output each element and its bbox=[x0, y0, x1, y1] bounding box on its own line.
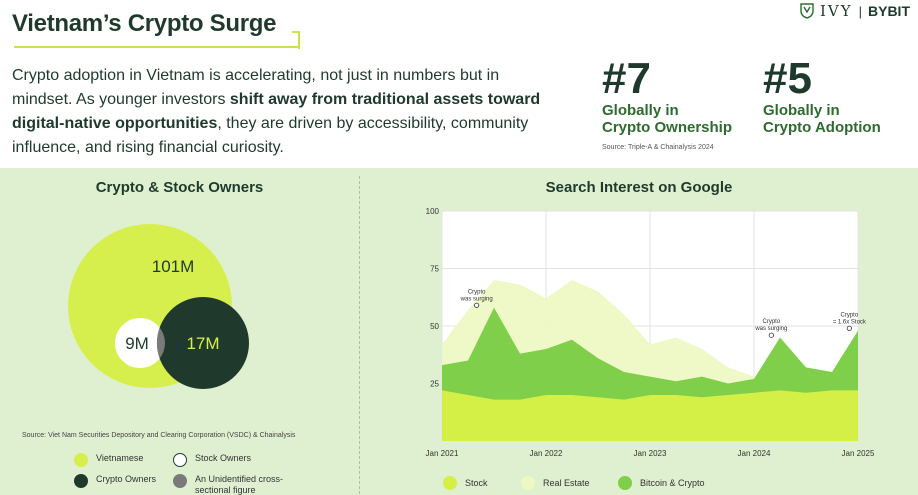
intro-text-2: , they are driven by accessibility, comm… bbox=[12, 115, 529, 156]
legend-swatch bbox=[74, 453, 88, 467]
y-tick-label: 75 bbox=[430, 265, 439, 274]
intro-text-1: Crypto adoption in Vietnam is accelerati… bbox=[12, 67, 500, 108]
venn-circle-stock-owners bbox=[115, 318, 165, 368]
legend-swatch bbox=[173, 453, 187, 467]
legend-label: Crypto Owners bbox=[96, 474, 157, 484]
area-chart: 25 50 75 100 Jan 2021 Jan 2022 Jan 2023 Jan 202… bbox=[426, 207, 875, 458]
legend-swatch bbox=[443, 476, 457, 490]
legend-swatch bbox=[173, 474, 187, 488]
y-tick-label: 100 bbox=[426, 207, 440, 216]
series-stock bbox=[442, 390, 858, 441]
brand-logos: IVY | BYBIT bbox=[800, 2, 910, 20]
bybit-logo: BYBIT bbox=[868, 3, 910, 19]
x-tick-label: Jan 2022 bbox=[530, 449, 563, 458]
area-legend-real-estate: Real Estate bbox=[521, 476, 590, 490]
venn-label-vietnamese: 101M bbox=[152, 257, 195, 276]
rank-label-line1: Globally in bbox=[763, 102, 840, 119]
venn-legend-vietnamese: Vietnamese bbox=[74, 453, 143, 467]
area-chart-title: Search Interest on Google bbox=[545, 179, 733, 196]
annotation-label: = 1.6x Stock bbox=[833, 319, 867, 325]
venn-circle-crypto-owners bbox=[157, 297, 249, 389]
legend-label: Stock Owners bbox=[195, 453, 252, 463]
intro-text-bold: shift away from traditional assets towar… bbox=[12, 91, 541, 132]
venn-source: Source: Viet Nam Securities Depository a… bbox=[22, 432, 296, 439]
legend-label: Real Estate bbox=[543, 478, 590, 488]
legend-label: An Unidentified cross-sectional figure bbox=[195, 474, 284, 495]
annotation-marker bbox=[846, 325, 852, 331]
area-legend-stock: Stock bbox=[443, 476, 488, 490]
panel-divider bbox=[359, 176, 360, 494]
rank-ownership: #7 Globally in Crypto Ownership bbox=[602, 54, 733, 137]
venn-chart-title: Crypto & Stock Owners bbox=[95, 179, 264, 196]
x-tick-label: Jan 2023 bbox=[634, 449, 667, 458]
page-title: Vietnam’s Crypto Surge bbox=[12, 10, 277, 37]
annotation-marker bbox=[474, 302, 480, 308]
ivy-logo: IVY bbox=[819, 2, 853, 20]
rank-number: #5 bbox=[763, 54, 812, 103]
rank-source: Source: Triple-A & Chainalysis 2024 bbox=[602, 144, 714, 151]
rank-adoption: #5 Globally in Crypto Adoption bbox=[763, 54, 881, 137]
venn-label-stock: 9M bbox=[125, 334, 149, 353]
legend-label: Bitcoin & Crypto bbox=[640, 478, 705, 488]
annotation-label: Crypto bbox=[762, 319, 780, 325]
legend-label: Vietnamese bbox=[96, 453, 144, 463]
legend-swatch bbox=[618, 476, 632, 490]
x-tick-label: Jan 2025 bbox=[842, 449, 875, 458]
annotation-label: Crypto bbox=[840, 312, 858, 318]
annotation-label: Crypto bbox=[468, 289, 486, 295]
legend-swatch bbox=[74, 474, 88, 488]
y-tick-label: 50 bbox=[430, 322, 439, 331]
rank-label-line2: Crypto Adoption bbox=[763, 119, 881, 136]
venn-legend-crypto-owners: Crypto Owners bbox=[74, 474, 156, 488]
venn-legend-unidentified: An Unidentified cross-sectional figure bbox=[173, 474, 315, 495]
venn-overlap bbox=[157, 327, 165, 359]
area-legend-bitcoin: Bitcoin & Crypto bbox=[618, 476, 705, 490]
annotation-marker bbox=[768, 332, 774, 338]
venn-label-crypto: 17M bbox=[186, 334, 219, 353]
x-tick-label: Jan 2024 bbox=[738, 449, 771, 458]
ivy-shield-icon bbox=[800, 3, 814, 19]
legend-label: Stock bbox=[465, 478, 488, 488]
venn-chart: 101M 17M 9M bbox=[68, 224, 249, 389]
logo-separator: | bbox=[858, 3, 862, 19]
rank-label-line2: Crypto Ownership bbox=[602, 119, 733, 136]
venn-legend-stock-owners: Stock Owners bbox=[173, 453, 251, 467]
intro-paragraph: Crypto adoption in Vietnam is accelerati… bbox=[12, 64, 542, 160]
legend-swatch bbox=[521, 476, 535, 490]
x-tick-label: Jan 2021 bbox=[426, 449, 459, 458]
y-tick-label: 25 bbox=[430, 380, 439, 389]
annotation-label: was surging bbox=[460, 296, 493, 302]
title-underline bbox=[14, 46, 299, 48]
annotation-label: was surging bbox=[754, 326, 787, 332]
rank-label-line1: Globally in bbox=[602, 102, 679, 119]
rank-number: #7 bbox=[602, 54, 651, 103]
title-accent bbox=[292, 31, 300, 49]
